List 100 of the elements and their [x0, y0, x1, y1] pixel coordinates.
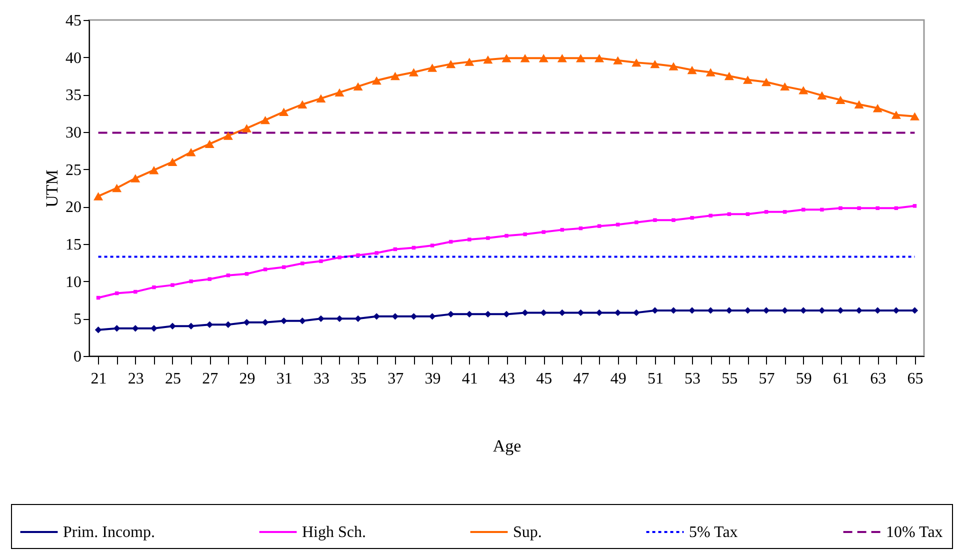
point — [503, 310, 510, 318]
x-tick-label: 49 — [610, 370, 626, 388]
point — [263, 268, 268, 272]
legend-label: 5% Tax — [689, 524, 738, 541]
point — [483, 55, 493, 64]
x-tick-label: 41 — [462, 370, 478, 388]
x-tick-label: 43 — [499, 370, 515, 388]
y-tick-label: 30 — [66, 124, 82, 142]
point — [800, 307, 807, 314]
point — [484, 310, 492, 318]
point — [464, 58, 474, 66]
point — [466, 310, 473, 318]
point — [186, 148, 196, 156]
point — [616, 222, 620, 226]
point — [670, 307, 677, 314]
point — [540, 309, 547, 316]
point — [134, 290, 138, 294]
point — [911, 307, 918, 314]
y-tick-label: 35 — [66, 87, 82, 104]
point — [633, 309, 640, 316]
point — [542, 230, 546, 234]
legend-label: Sup. — [513, 524, 542, 541]
x-axis-title: Age — [492, 436, 522, 456]
point — [820, 208, 824, 212]
point — [318, 315, 324, 322]
legend-label: High Sch. — [302, 524, 366, 541]
y-axis-title: UTM — [42, 170, 62, 208]
point — [94, 326, 102, 334]
point — [668, 62, 678, 70]
point — [504, 234, 508, 238]
point — [634, 220, 638, 224]
point — [316, 94, 326, 103]
point — [94, 192, 104, 200]
x-tick-label: 57 — [758, 370, 775, 388]
point — [300, 262, 304, 266]
point — [523, 232, 527, 236]
point — [152, 285, 156, 290]
point — [243, 319, 250, 326]
point — [242, 124, 252, 132]
point — [782, 210, 787, 214]
point — [223, 132, 233, 140]
point — [280, 318, 288, 324]
point — [632, 58, 642, 67]
point — [520, 54, 530, 62]
y-tick-label: 20 — [66, 199, 82, 216]
point — [430, 244, 434, 248]
point — [408, 68, 418, 76]
point — [206, 321, 213, 328]
x-tick-label: 51 — [647, 370, 664, 388]
point — [688, 307, 696, 314]
point — [428, 64, 438, 72]
point — [912, 204, 917, 208]
point — [260, 116, 270, 124]
x-tick-label: 47 — [573, 370, 590, 388]
y-tick-label: 15 — [66, 236, 82, 254]
point — [817, 91, 827, 100]
point — [204, 140, 214, 148]
point — [780, 82, 790, 91]
point — [113, 325, 120, 332]
x-tick-label: 29 — [239, 370, 256, 388]
x-tick-label: 31 — [276, 370, 292, 388]
legend-label: Prim. Incomp. — [63, 524, 155, 541]
point — [149, 166, 159, 174]
point — [557, 54, 567, 62]
point — [188, 322, 194, 330]
x-tick-label: 27 — [202, 370, 218, 388]
point — [690, 216, 694, 220]
point — [299, 318, 306, 324]
point — [150, 325, 158, 332]
point — [354, 315, 362, 322]
point — [428, 313, 436, 320]
x-tick-label: 61 — [833, 370, 849, 388]
x-tick-label: 39 — [424, 370, 441, 388]
x-tick-label: 25 — [165, 370, 181, 388]
x-tick-label: 59 — [796, 370, 812, 388]
point — [446, 60, 456, 68]
point — [486, 236, 490, 240]
point — [838, 206, 842, 210]
point — [447, 310, 454, 318]
point — [392, 313, 399, 320]
point — [742, 76, 752, 84]
point — [707, 307, 714, 314]
y-tick-label: 45 — [66, 12, 82, 30]
point — [874, 307, 881, 314]
point — [724, 72, 734, 80]
point — [856, 307, 862, 314]
point — [857, 206, 861, 210]
x-tick-label: 65 — [907, 370, 924, 388]
point — [373, 313, 380, 320]
point — [876, 206, 880, 210]
x-tick-label: 21 — [90, 370, 107, 388]
point — [708, 214, 712, 218]
y-tick-label: 0 — [74, 348, 82, 366]
point — [764, 210, 768, 214]
y-tick-label: 40 — [66, 50, 82, 67]
point — [910, 112, 920, 120]
legend-label: 10% Tax — [886, 524, 943, 541]
point — [170, 283, 174, 287]
point — [837, 307, 844, 314]
point — [596, 309, 603, 316]
